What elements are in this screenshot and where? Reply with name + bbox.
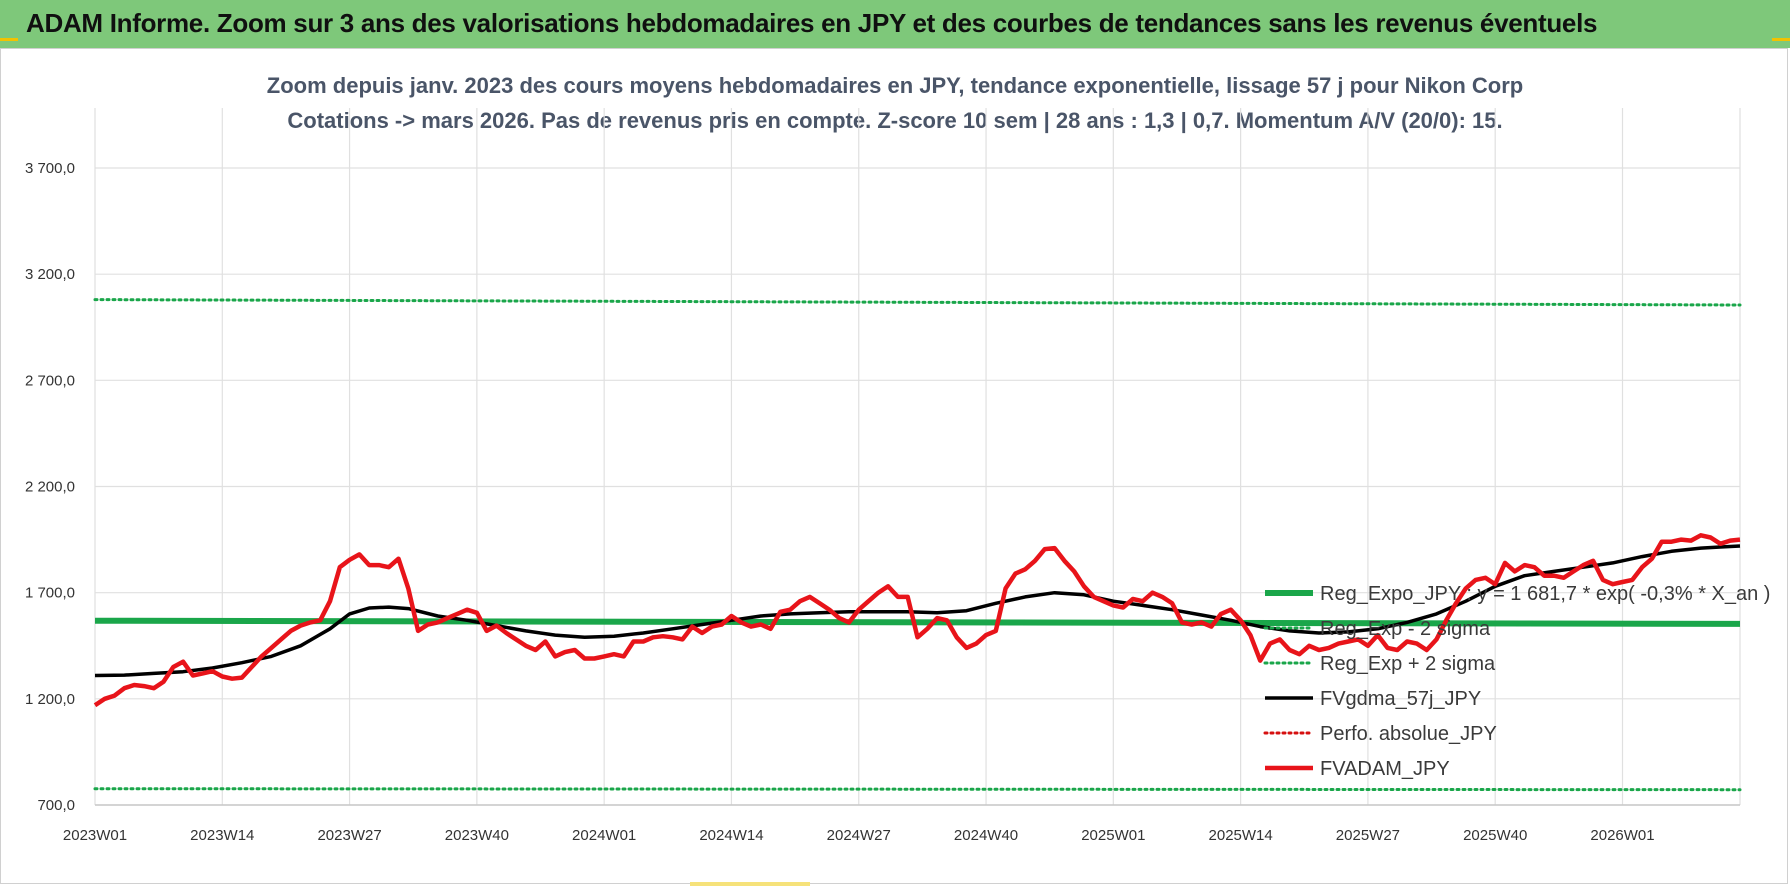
y-tick-label: 2 200,0 — [25, 479, 75, 496]
series-fvgdma-line — [94, 544, 1741, 678]
x-tick-label: 2025W27 — [1336, 827, 1400, 844]
legend-label: Reg_Expo_JPY : y = 1 681,7 * exp( -0,3% … — [1320, 583, 1770, 605]
legend-label: Reg_Exp + 2 sigma — [1320, 653, 1496, 675]
x-tick-label: 2023W14 — [190, 827, 254, 844]
x-tick-label: 2024W27 — [827, 827, 891, 844]
x-tick-label: 2026W01 — [1590, 827, 1654, 844]
y-tick-label: 1 700,0 — [25, 585, 75, 602]
x-tick-label: 2025W14 — [1209, 827, 1273, 844]
x-tick-label: 2025W01 — [1081, 827, 1145, 844]
y-tick-label: 2 700,0 — [25, 372, 75, 389]
x-tick-label: 2023W40 — [445, 827, 509, 844]
series-plus-2-sigma-line — [93, 298, 1742, 307]
series-minus-2-sigma-line — [93, 787, 1742, 792]
y-tick-label: 3 200,0 — [25, 266, 75, 283]
x-tick-label: 2024W14 — [699, 827, 763, 844]
chart-subtitle-line-1: Zoom depuis janv. 2023 des cours moyens … — [267, 73, 1523, 98]
series-reg-expo-line — [94, 617, 1741, 627]
legend: Reg_Expo_JPY : y = 1 681,7 * exp( -0,3% … — [1263, 583, 1770, 780]
x-tick-label: 2025W40 — [1463, 827, 1527, 844]
y-tick-label: 700,0 — [37, 797, 75, 814]
corner-accent-right — [1772, 38, 1790, 41]
corner-accent-left — [0, 38, 18, 41]
x-tick-label: 2023W27 — [317, 827, 381, 844]
y-tick-label: 3 700,0 — [25, 160, 75, 177]
chart-subtitle-line-2: Cotations -> mars 2026. Pas de revenus p… — [287, 108, 1502, 133]
y-tick-label: 1 200,0 — [25, 691, 75, 708]
legend-label: Perfo. absolue_JPY — [1320, 723, 1497, 745]
legend-label: FVADAM_JPY — [1320, 758, 1450, 780]
y-axis-ticks: 700,0 1 200,0 1 700,0 2 200,0 2 700,0 3 200,0… — [25, 160, 75, 814]
chart-frame — [0, 48, 1788, 884]
series-fvadam-line — [93, 533, 1741, 708]
legend-label: Reg_Exp - 2 sigma — [1320, 618, 1491, 640]
grid-lines — [94, 108, 1741, 806]
legend-label: FVgdma_57j_JPY — [1320, 688, 1481, 710]
series-lines — [93, 298, 1742, 792]
bottom-accent — [690, 882, 810, 886]
x-tick-label: 2024W01 — [572, 827, 636, 844]
x-axis-ticks: 2023W01 2023W14 2023W27 2023W40 2024W01 2024W… — [63, 827, 1655, 844]
x-tick-label: 2023W01 — [63, 827, 127, 844]
report-title: ADAM Informe. Zoom sur 3 ans des valoris… — [26, 8, 1598, 38]
x-tick-label: 2024W40 — [954, 827, 1018, 844]
report-header-bar: ADAM Informe. Zoom sur 3 ans des valoris… — [0, 0, 1790, 48]
